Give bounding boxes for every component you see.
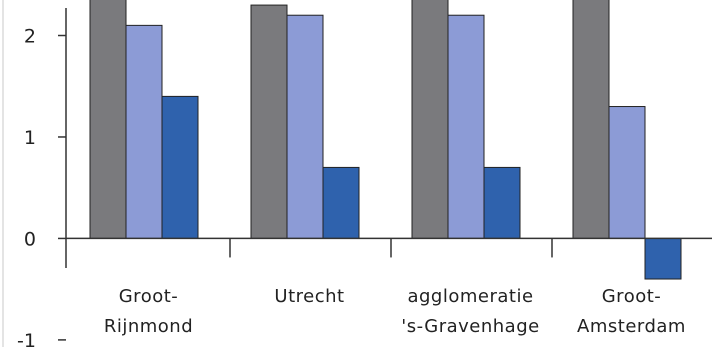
bar xyxy=(608,106,646,239)
bar xyxy=(447,14,485,239)
bar xyxy=(483,166,521,239)
bar xyxy=(89,0,127,239)
category-labels: Groot- Rijnmond Utrecht agglomeratie 's-Grav… xyxy=(104,286,686,337)
category-label: agglomeratie xyxy=(407,286,533,307)
bar xyxy=(322,166,360,239)
category-label: 's-Gravenhage xyxy=(401,316,539,337)
y-tick-label: 2 xyxy=(24,26,36,48)
category-label: Groot- xyxy=(119,286,179,307)
y-tick-label: 1 xyxy=(24,127,36,149)
bar xyxy=(572,0,610,239)
bar xyxy=(644,237,682,280)
category-label: Groot- xyxy=(602,286,662,307)
y-tick-label: -1 xyxy=(17,330,36,347)
bar xyxy=(125,24,163,239)
category-label: Amsterdam xyxy=(577,316,686,337)
bar xyxy=(250,4,288,239)
y-ticks: -1 0 1 2 xyxy=(17,26,66,347)
y-tick-label: 0 xyxy=(24,228,36,250)
bar xyxy=(286,14,324,239)
bars xyxy=(89,0,682,280)
bar xyxy=(411,0,449,239)
category-label: Utrecht xyxy=(274,286,344,307)
x-ticks xyxy=(229,238,553,258)
bar xyxy=(161,95,199,239)
category-label: Rijnmond xyxy=(104,316,193,337)
